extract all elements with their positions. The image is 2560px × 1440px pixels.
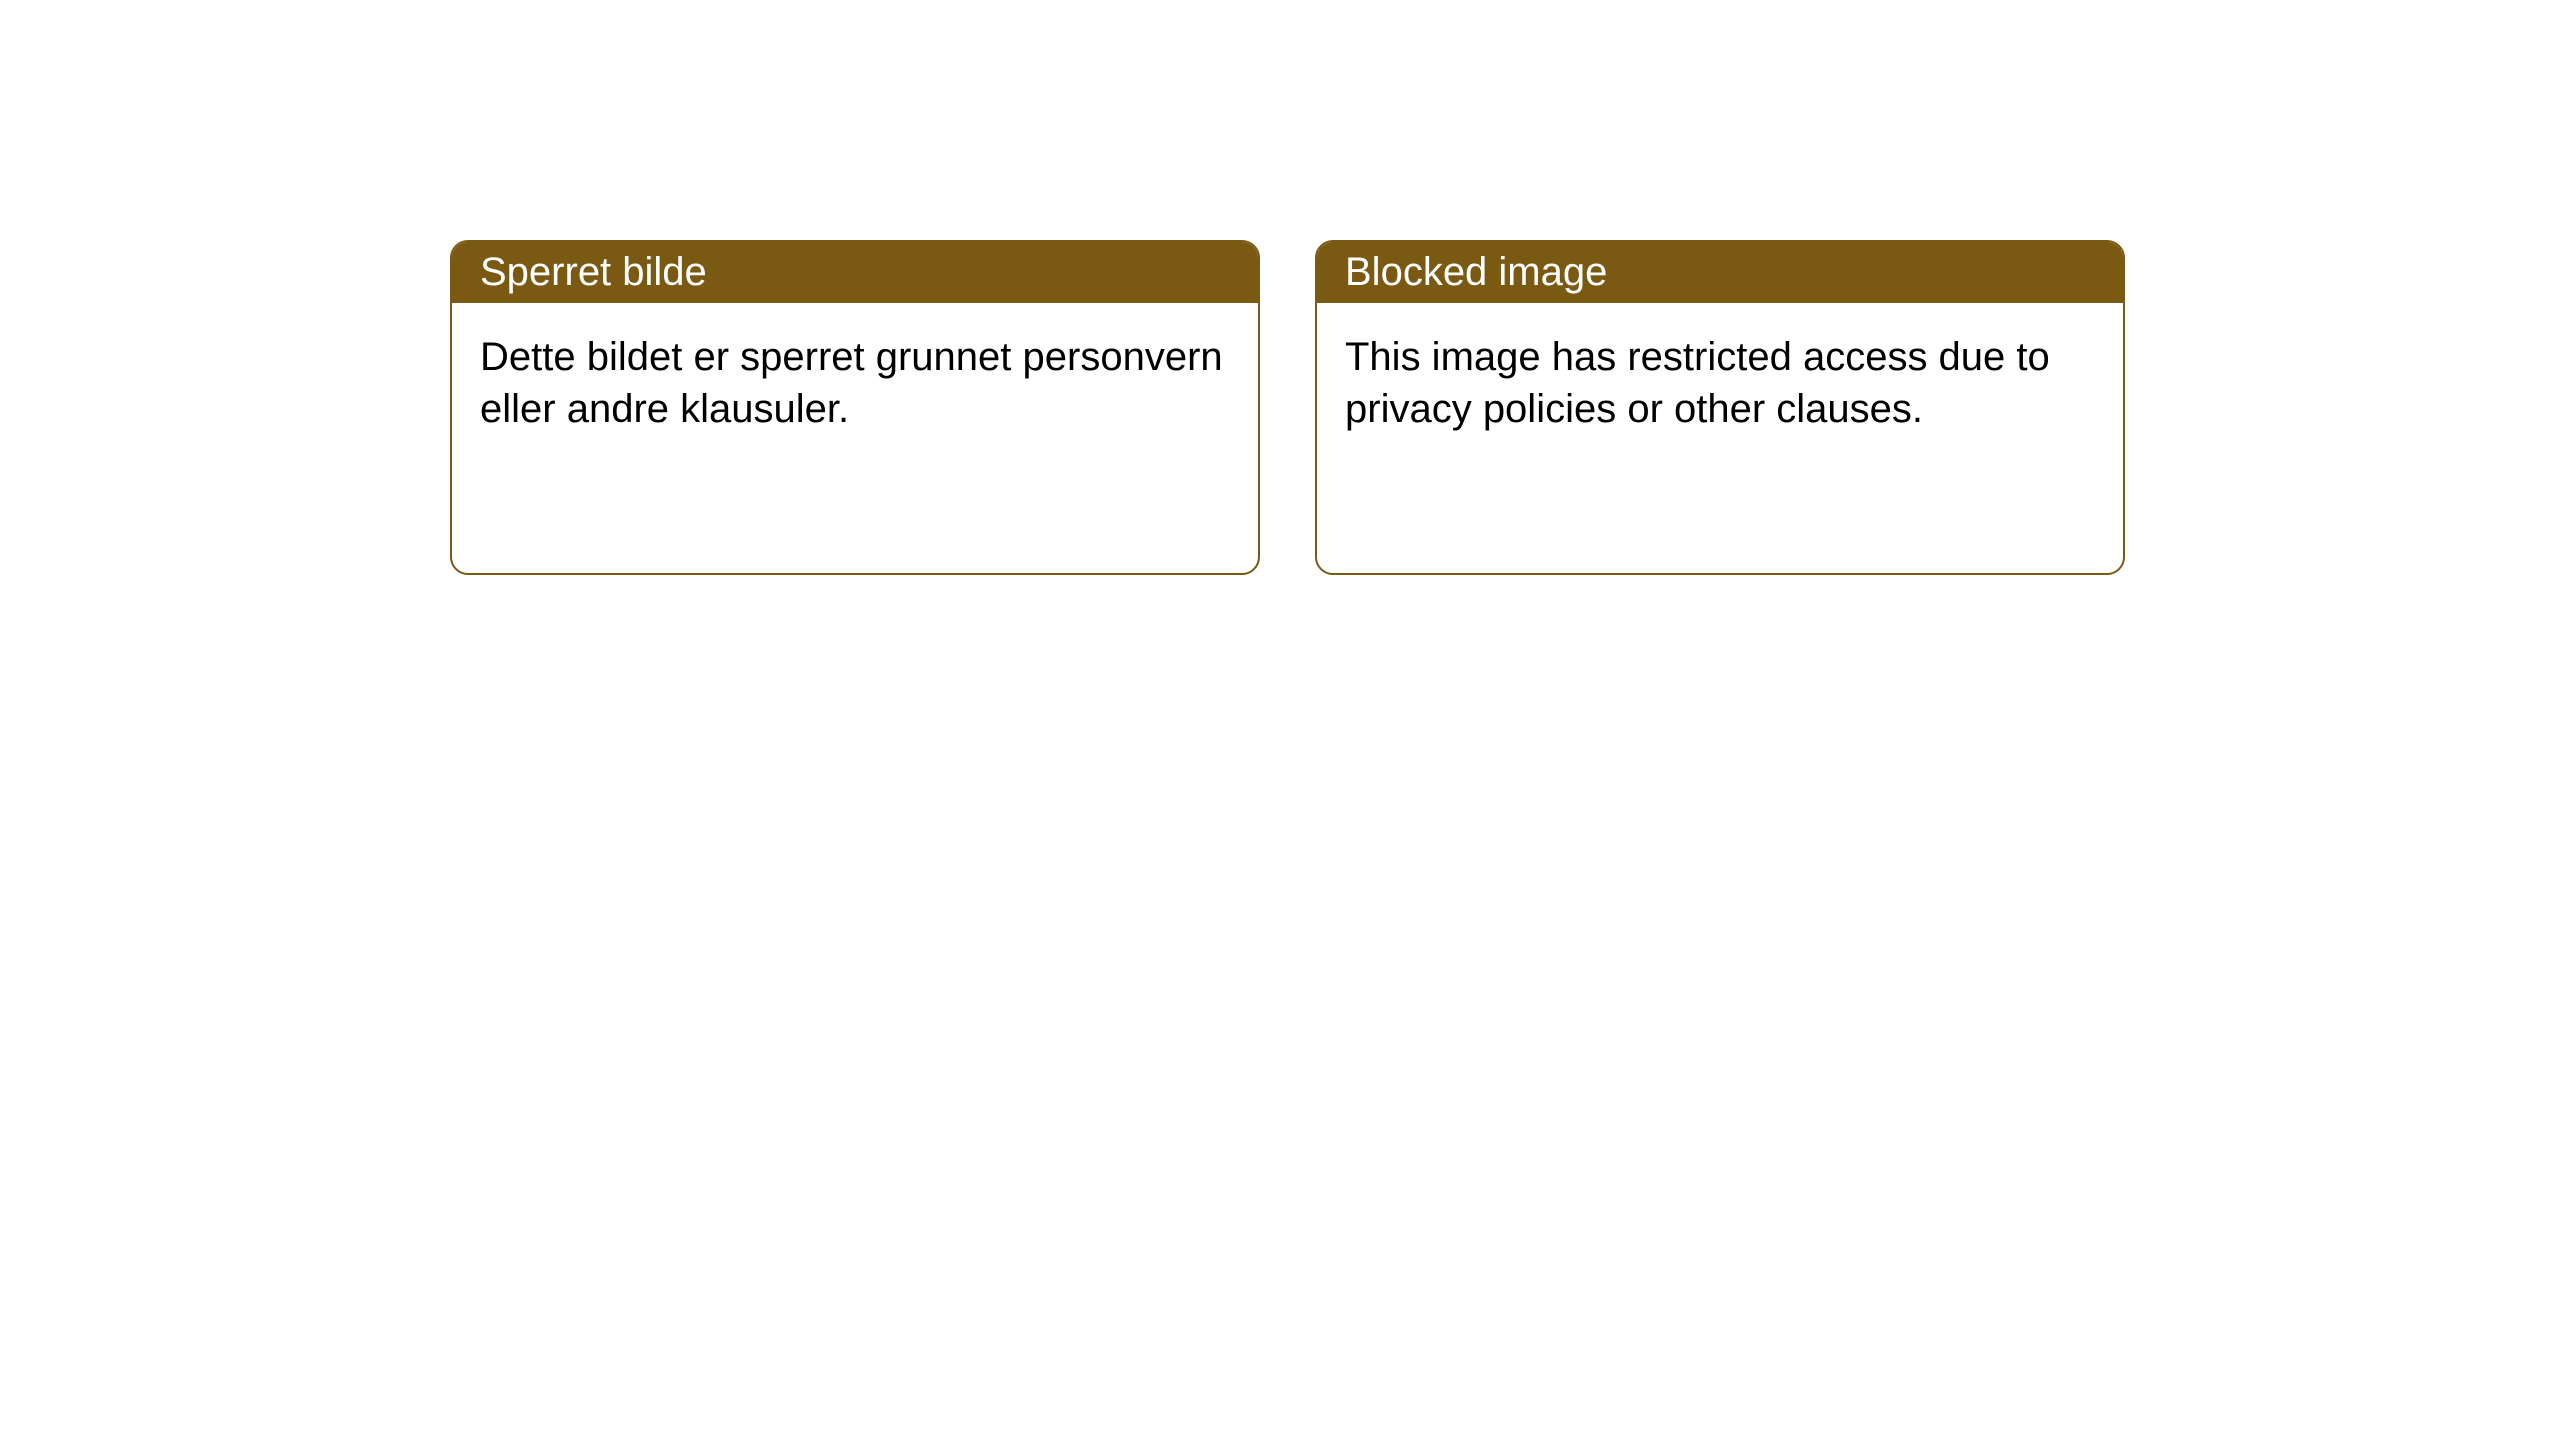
notice-header-en: Blocked image (1317, 242, 2123, 303)
notice-body-en: This image has restricted access due to … (1317, 303, 2123, 463)
notice-card-no: Sperret bilde Dette bildet er sperret gr… (450, 240, 1260, 575)
notice-body-no: Dette bildet er sperret grunnet personve… (452, 303, 1258, 463)
notice-card-en: Blocked image This image has restricted … (1315, 240, 2125, 575)
notice-container: Sperret bilde Dette bildet er sperret gr… (0, 0, 2560, 575)
notice-header-no: Sperret bilde (452, 242, 1258, 303)
